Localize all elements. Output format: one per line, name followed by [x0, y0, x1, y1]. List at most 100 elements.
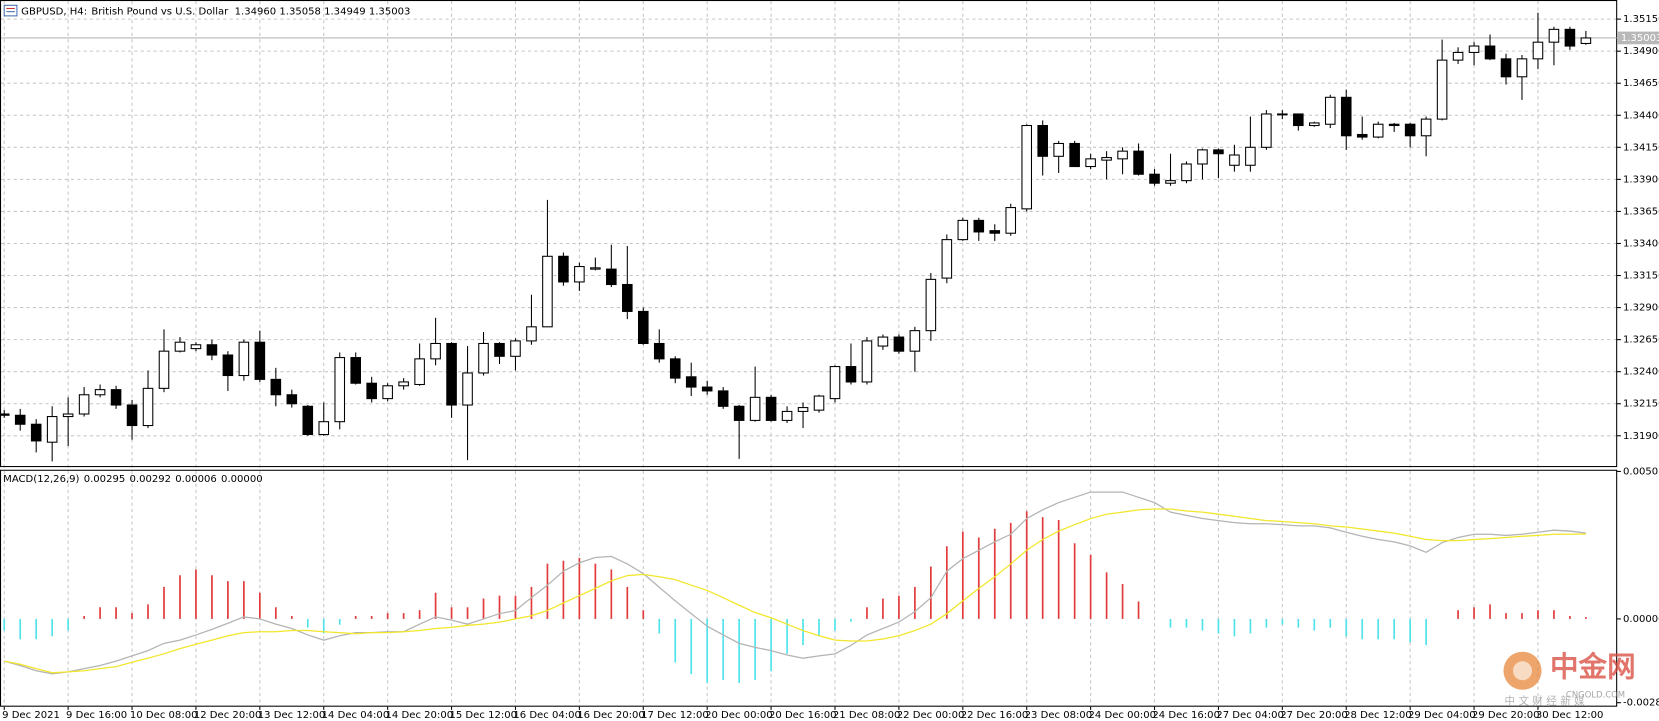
candle-body: [1165, 180, 1176, 184]
candle-body: [861, 340, 873, 383]
x-tick-label: 12 Dec 20:00: [194, 710, 262, 721]
watermark-logo: [1503, 651, 1542, 690]
y-tick-label: 1.31900: [1623, 431, 1659, 442]
grid: [1, 1, 1617, 706]
candle-body: [382, 385, 393, 400]
candle-body: [366, 382, 377, 400]
candle-body: [909, 330, 921, 352]
candle-body: [590, 267, 601, 270]
candle-body: [398, 381, 409, 387]
candle-body: [1053, 142, 1064, 157]
x-tick-label: 24 Dec 16:00: [1152, 710, 1220, 721]
y-tick-label: 1.34650: [1623, 78, 1659, 89]
macd-line: [4, 508, 1586, 674]
candle-body: [494, 342, 505, 357]
candle-body: [1404, 123, 1416, 137]
x-tick-label: 21 Dec 08:00: [833, 710, 901, 721]
candle-body: [1436, 59, 1448, 120]
x-tick-label: 24 Dec 00:00: [1089, 710, 1157, 721]
candle-body: [222, 354, 234, 377]
macd-panel: [0, 469, 1618, 707]
candle-body: [957, 219, 969, 241]
candle-body: [446, 342, 457, 406]
candle-body: [78, 394, 90, 415]
candle-body: [558, 255, 569, 283]
candle-body: [1181, 163, 1192, 182]
candle-body: [1037, 124, 1048, 157]
macd-value: 0.00000: [221, 474, 263, 485]
candle-body: [1293, 113, 1304, 127]
candle-body: [765, 396, 777, 421]
marks: 1.35150 1.34900 1.34650 1.34400 1.34150 1.339…: [0, 12, 1659, 721]
y-tick-label: 0.00507: [1623, 466, 1659, 477]
x-tick-label: 23 Dec 08:00: [1025, 710, 1093, 721]
last-price-label: 1.35003: [1621, 33, 1659, 44]
x-tick-label: 13 Dec 12:00: [258, 710, 326, 721]
candle-body: [62, 413, 74, 418]
watermark-url: CNGOLD.COM: [1566, 690, 1625, 700]
candle-body: [1021, 124, 1033, 210]
candle-body: [877, 336, 889, 347]
candle-body: [829, 366, 841, 400]
candle-body: [1149, 173, 1160, 184]
candle-body: [302, 405, 314, 436]
y-tick-label: 1.33150: [1623, 271, 1659, 282]
watermark-tagline: 中 文 财 经 新 媒: [1505, 694, 1586, 707]
candle-body: [254, 341, 266, 380]
x-tick-label: 20 Dec 16:00: [769, 710, 837, 721]
candle-body: [1101, 157, 1112, 161]
candle-body: [414, 358, 425, 386]
candle-body: [430, 342, 441, 360]
macd-label: MACD(12,26,9): [3, 474, 79, 485]
y-tick-label: -0.00288: [1623, 698, 1659, 709]
y-tick-label: 1.35150: [1623, 14, 1659, 25]
macd-line: [4, 491, 1586, 675]
x-tick-label: 15 Dec 12:00: [449, 710, 517, 721]
chart-header: GBPUSD, H4: British Pound vs U.S. Dollar 1…: [21, 7, 410, 18]
candle-body: [462, 372, 473, 406]
candle-body: [893, 336, 905, 352]
x-tick-label: 9 Dec 2021: [2, 710, 60, 721]
macd-header: MACD(12,26,9) 0.00295 0.00292 0.00006 0.0000…: [3, 474, 262, 485]
candle-body: [637, 310, 649, 345]
candle-body: [574, 266, 585, 283]
candle-body: [158, 350, 170, 389]
candle-body: [0, 413, 10, 416]
x-tick-label: 29 Dec 20:00: [1472, 710, 1540, 721]
y-tick-label: 1.34400: [1623, 110, 1659, 121]
candle-body: [1516, 58, 1528, 78]
candle-body: [1548, 28, 1560, 43]
x-tick-label: 9 Dec 16:00: [66, 710, 127, 721]
candle-body: [989, 230, 1001, 234]
candle-body: [1484, 45, 1496, 60]
candle-body: [174, 341, 186, 352]
y-tick-label: 1.34150: [1623, 142, 1659, 153]
candle-body: [845, 366, 857, 383]
candle-body: [813, 395, 825, 411]
macd-value: 0.00292: [130, 474, 172, 485]
candle-body: [318, 421, 330, 436]
macd-value: 0.00006: [175, 474, 217, 485]
y-tick-label: 1.32650: [1623, 335, 1659, 346]
candle-body: [1324, 96, 1336, 125]
candle-body: [1580, 37, 1592, 44]
macd-value: 0.00295: [84, 474, 126, 485]
x-tick-label: 27 Dec 04:00: [1216, 710, 1284, 721]
candle-body: [1420, 118, 1432, 137]
x-tick-label: 29 Dec 04:00: [1408, 710, 1476, 721]
candle-body: [94, 389, 106, 396]
candle-body: [142, 387, 154, 427]
x-tick-label: 28 Dec 12:00: [1344, 710, 1412, 721]
candle-body: [1452, 51, 1464, 61]
candle-body: [542, 255, 553, 328]
candle-body: [701, 386, 713, 392]
symbol-icon: [3, 4, 18, 17]
candle-body: [110, 389, 122, 406]
main-panel: [0, 0, 1618, 468]
candle-body: [653, 342, 665, 360]
candle-body: [1245, 146, 1256, 166]
candle-body: [781, 410, 793, 421]
candle-body: [126, 404, 138, 427]
y-tick-label: 1.33650: [1623, 206, 1659, 217]
